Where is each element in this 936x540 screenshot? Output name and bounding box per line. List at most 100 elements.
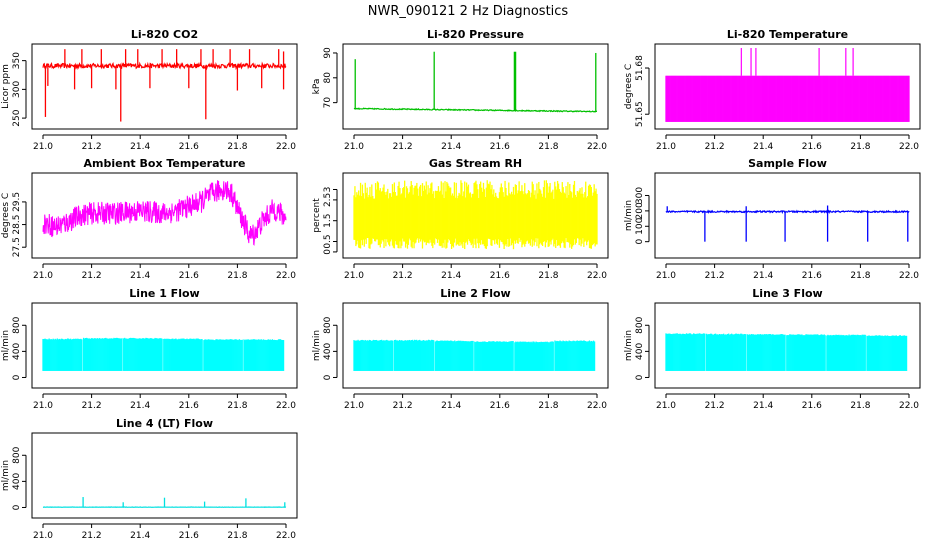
x-tick-label: 21.6: [802, 401, 822, 411]
x-tick-label: 22.0: [276, 401, 296, 411]
data-layer: [353, 180, 598, 250]
y-tick-label: 90: [323, 47, 333, 59]
y-tick-label: 51.68: [635, 55, 645, 81]
data-layer: [665, 48, 910, 122]
data-layer: [665, 205, 910, 242]
y-tick-label: 3: [323, 187, 333, 193]
x-tick-label: 21.4: [753, 142, 773, 152]
x-tick-label: 22.0: [899, 142, 919, 152]
plot-frame: [342, 43, 609, 130]
panel-title: Li-820 CO2: [131, 28, 198, 41]
x-tick-label: 21.2: [393, 142, 413, 152]
y-axis-label: Licor ppm: [1, 64, 11, 109]
y-axis-label: ml/min: [1, 330, 11, 361]
x-tick-label: 21.4: [441, 271, 461, 281]
x-tick-label: 21.6: [490, 271, 510, 281]
y-tick-label: 29.5: [12, 192, 22, 212]
data-line: [665, 209, 910, 214]
y-axis-label: ml/min: [624, 330, 634, 361]
data-layer: [665, 333, 908, 371]
x-tick-label: 21.8: [850, 271, 870, 281]
chart-panel: Sample Flow ml/min 21.0 21.2 21.4 21.6 21.8 22.…: [624, 157, 921, 281]
x-tick-label: 21.0: [656, 401, 676, 411]
x-tick-label: 22.0: [587, 142, 607, 152]
panel-title: Li-820 Pressure: [427, 28, 524, 41]
y-axis-label: ml/min: [312, 330, 322, 361]
data-line: [42, 61, 287, 71]
y-tick-label: 100: [635, 217, 645, 234]
y-tick-label: 800: [635, 316, 645, 333]
plot-frame: [342, 172, 609, 259]
x-tick-label: 21.2: [393, 271, 413, 281]
x-tick-label: 21.8: [850, 142, 870, 152]
panel-title: Line 2 Flow: [440, 287, 510, 300]
x-tick-label: 21.0: [33, 401, 53, 411]
x-tick-label: 22.0: [276, 142, 296, 152]
x-tick-label: 21.4: [441, 401, 461, 411]
x-tick-label: 21.6: [802, 271, 822, 281]
y-tick-label: 400: [12, 473, 22, 490]
plot-frame: [31, 432, 298, 519]
y-tick-label: 0: [635, 239, 645, 245]
y-tick-label: 28.5: [12, 215, 22, 235]
chart-panel: Line 4 (LT) Flow ml/min 21.0 21.2 21.4 21.6 21…: [1, 417, 298, 540]
y-tick-label: 1.5: [323, 214, 333, 228]
x-tick-label: 21.6: [490, 142, 510, 152]
y-tick-label: 2.5: [323, 193, 333, 207]
y-tick-label: 70: [323, 97, 333, 109]
y-tick-label: 800: [12, 316, 22, 333]
y-tick-label: 400: [12, 343, 22, 360]
panel-title: Gas Stream RH: [429, 157, 522, 170]
y-tick-label: 350: [12, 52, 22, 69]
panel-title: Line 1 Flow: [129, 287, 199, 300]
x-tick-label: 22.0: [276, 271, 296, 281]
x-tick-label: 21.8: [538, 271, 558, 281]
x-tick-label: 21.6: [490, 401, 510, 411]
plot-frame: [342, 302, 609, 389]
y-tick-label: 51.65: [635, 101, 645, 127]
y-tick-label: 27.5: [12, 237, 22, 257]
x-tick-label: 21.2: [82, 271, 102, 281]
x-tick-label: 22.0: [587, 271, 607, 281]
data-line: [353, 107, 598, 113]
x-tick-label: 21.0: [33, 142, 53, 152]
data-line: [42, 180, 287, 246]
y-tick-label: 0.5: [323, 234, 333, 248]
y-tick-label: 300: [635, 187, 645, 204]
panel-title: Li-820 Temperature: [727, 28, 848, 41]
y-tick-label: 300: [12, 81, 22, 98]
x-tick-label: 21.2: [82, 142, 102, 152]
chart-panel: Line 3 Flow ml/min 21.0 21.2 21.4 21.6 21.8 22.…: [624, 287, 921, 411]
x-tick-label: 21.0: [33, 531, 53, 540]
x-tick-label: 21.8: [227, 531, 247, 540]
x-tick-label: 21.2: [393, 401, 413, 411]
y-tick-label: 800: [12, 446, 22, 463]
x-tick-label: 21.6: [179, 401, 199, 411]
x-tick-label: 21.2: [82, 531, 102, 540]
x-tick-label: 21.0: [344, 142, 364, 152]
plot-frame: [654, 172, 921, 259]
y-tick-label: 400: [323, 343, 333, 360]
x-tick-label: 21.8: [850, 401, 870, 411]
plot-frame: [31, 172, 298, 259]
y-axis-label: ml/min: [624, 200, 634, 231]
x-tick-label: 21.4: [441, 142, 461, 152]
data-layer: [353, 339, 596, 371]
x-tick-label: 21.0: [656, 271, 676, 281]
x-tick-label: 21.4: [130, 531, 150, 540]
chart-panel: Li-820 Pressure kPa 21.0 21.2 21.4 21.6 21.8 22…: [312, 28, 609, 152]
x-tick-label: 21.2: [705, 401, 725, 411]
x-tick-label: 21.8: [227, 401, 247, 411]
x-tick-label: 21.2: [82, 401, 102, 411]
figure-title: NWR_090121 2 Hz Diagnostics: [368, 4, 569, 19]
data-layer: [353, 51, 598, 113]
x-tick-label: 22.0: [899, 401, 919, 411]
chart-panel: Li-820 Temperature degrees C 21.0 21.2 21.4 2…: [624, 28, 921, 152]
x-tick-label: 22.0: [587, 401, 607, 411]
data-layer: [42, 337, 285, 371]
y-tick-label: 0: [12, 504, 22, 510]
chart-panel: Ambient Box Temperature degrees C 21.0 21.2…: [1, 157, 298, 281]
y-axis-label: degrees C: [1, 193, 11, 238]
chart-panel: Line 1 Flow ml/min 21.0 21.2 21.4 21.6 21.8 22.…: [1, 287, 298, 411]
